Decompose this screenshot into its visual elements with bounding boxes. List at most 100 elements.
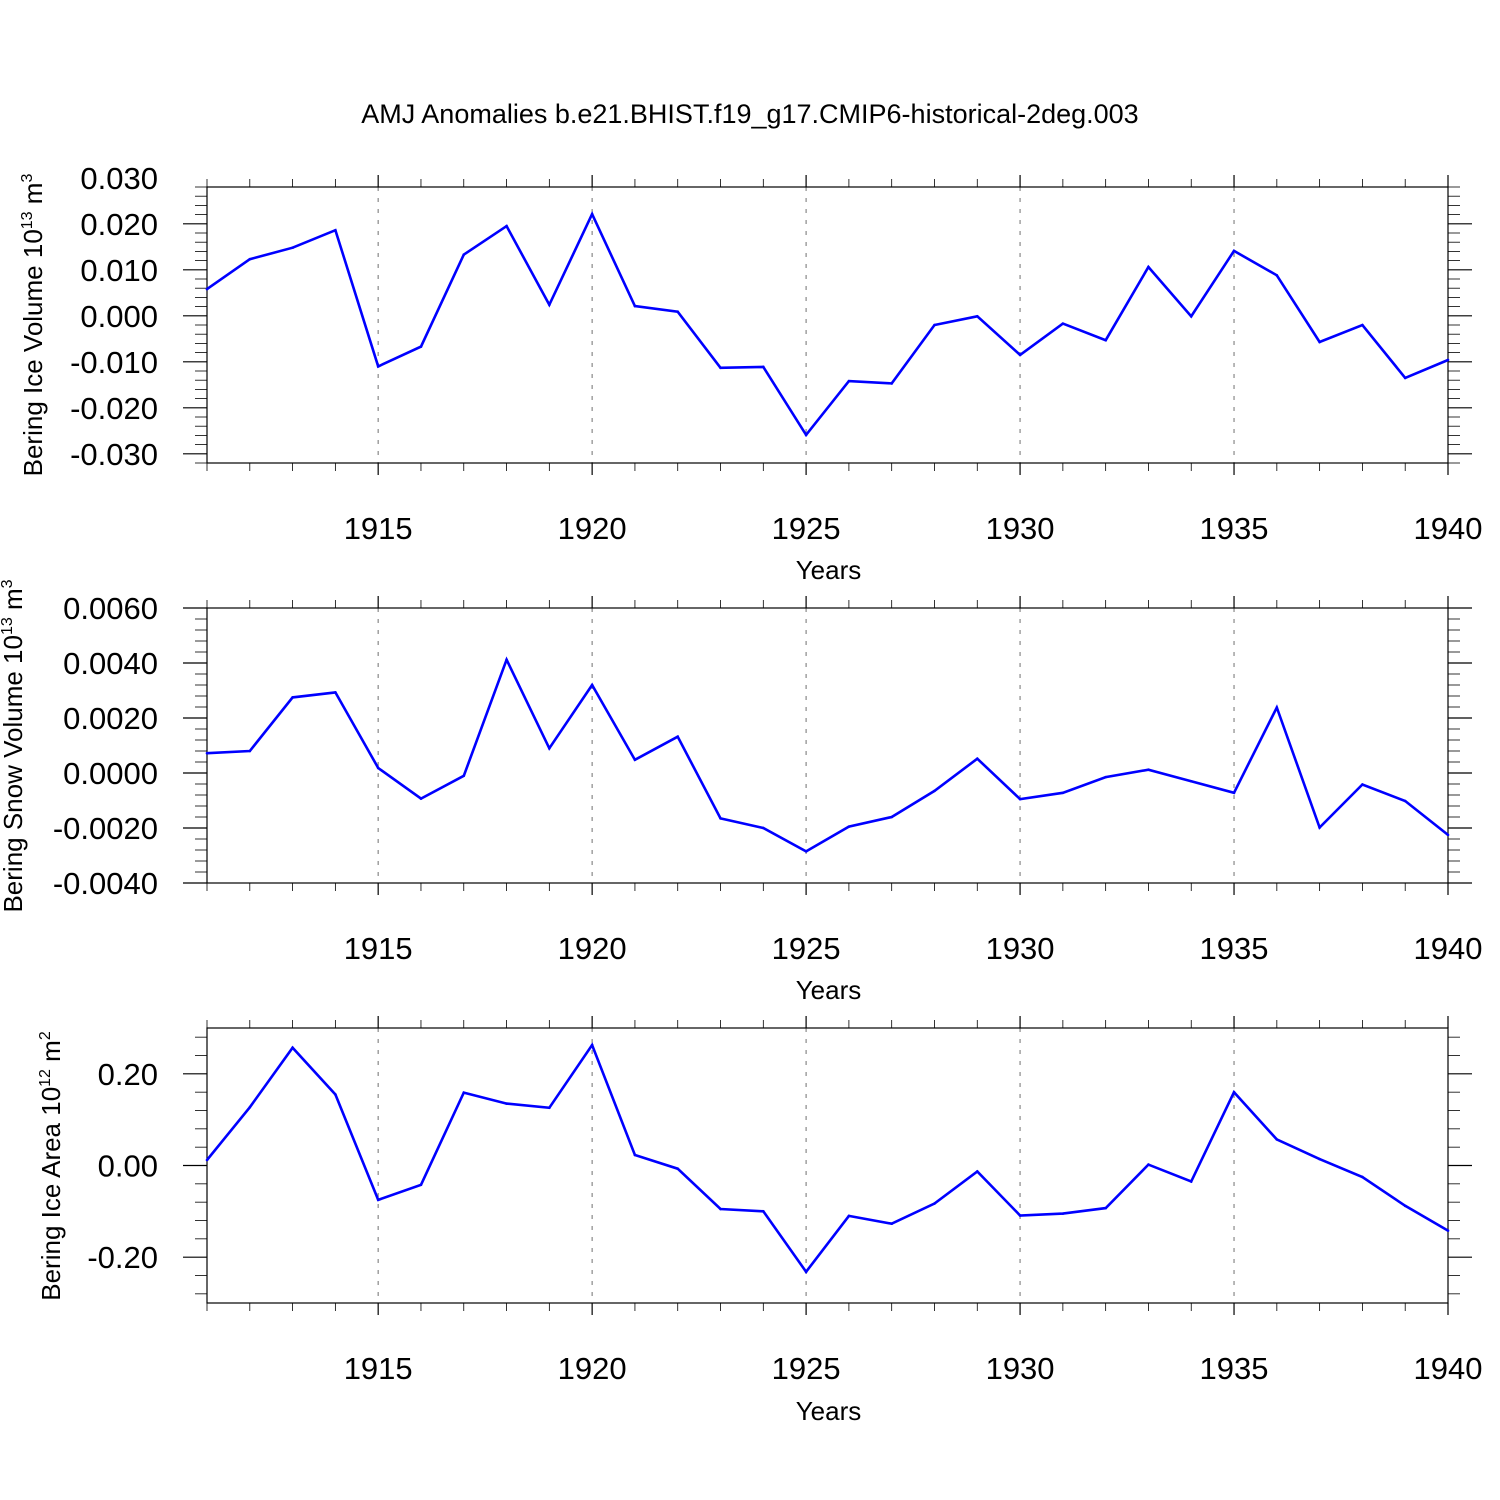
x-tick-label: 1925 — [772, 931, 841, 966]
y-tick-label: -0.20 — [87, 1240, 158, 1275]
data-point — [633, 1153, 637, 1157]
data-point — [1446, 833, 1450, 837]
data-point — [248, 1105, 252, 1109]
data-point — [975, 314, 979, 318]
y-tick-label: 0.20 — [98, 1057, 158, 1092]
data-point — [1061, 322, 1065, 325]
data-point — [1061, 791, 1065, 795]
data-point — [548, 1106, 551, 1110]
data-point — [719, 1207, 722, 1211]
data-point — [1275, 1138, 1279, 1141]
y-tick-label: 0.0020 — [63, 701, 158, 736]
data-point — [419, 797, 423, 800]
data-point — [462, 774, 466, 778]
data-point — [1147, 768, 1150, 771]
data-point — [719, 817, 722, 820]
data-point — [1361, 783, 1364, 786]
y-tick-label: 0.00 — [98, 1149, 158, 1184]
data-point — [762, 1210, 765, 1213]
y-tick-label: 0.030 — [80, 161, 158, 196]
data-point — [1361, 323, 1364, 327]
y-tick-label: -0.020 — [70, 391, 158, 426]
x-tick-label: 1930 — [986, 931, 1055, 966]
data-point — [1147, 265, 1150, 269]
y-axis-label: Bering Ice Area 1012 m2 — [36, 1031, 66, 1301]
data-point — [890, 382, 893, 385]
data-point — [291, 1046, 294, 1050]
data-point — [205, 751, 209, 755]
y-axis-label: Bering Snow Volume 1013 m3 — [0, 579, 28, 912]
data-point — [1403, 1204, 1407, 1208]
data-point — [933, 789, 936, 793]
data-point — [804, 1270, 808, 1274]
data-point — [334, 1093, 337, 1096]
data-point — [1189, 779, 1193, 783]
data-point — [847, 1214, 851, 1218]
x-axis-label: Years — [796, 555, 862, 585]
x-tick-label: 1920 — [558, 1351, 627, 1386]
data-point — [804, 433, 808, 437]
data-point — [676, 1167, 680, 1171]
data-point — [719, 366, 722, 370]
x-tick-label: 1930 — [986, 511, 1055, 546]
data-point — [762, 365, 765, 369]
panel-ice-volume: 0.030 0.020 0.010 0.000 -0.010 -0.020 -0.030 19… — [18, 161, 1482, 585]
data-point — [1446, 1229, 1450, 1232]
data-point — [1061, 1212, 1065, 1215]
x-tick-label: 1915 — [344, 511, 413, 546]
data-point — [376, 365, 380, 368]
x-tick-label: 1940 — [1414, 931, 1483, 966]
data-point — [205, 287, 209, 291]
x-tick-label: 1940 — [1414, 511, 1483, 546]
data-point — [505, 1102, 508, 1105]
data-point — [548, 303, 551, 307]
x-tick-label: 1940 — [1414, 1351, 1483, 1386]
data-point — [1232, 249, 1236, 253]
series-line — [205, 1042, 1449, 1274]
x-axis-label: Years — [796, 975, 862, 1005]
data-point — [248, 749, 252, 753]
x-tick-label: 1920 — [558, 511, 627, 546]
data-point — [462, 1091, 466, 1094]
panel-ice-area: 0.20 0.00 -0.20 1915 1920 1925 1930 1935 1940 Yea… — [36, 1016, 1482, 1426]
data-point — [590, 683, 594, 687]
x-tick-label: 1925 — [772, 511, 841, 546]
data-point — [1403, 376, 1407, 380]
data-point — [847, 825, 851, 828]
data-point — [334, 691, 337, 694]
data-point — [376, 1198, 380, 1202]
data-point — [975, 1170, 979, 1173]
x-tick-label: 1915 — [344, 931, 413, 966]
data-point — [291, 696, 294, 699]
data-point — [1275, 274, 1279, 277]
y-tick-label: -0.0020 — [53, 811, 158, 846]
data-point — [1403, 799, 1407, 803]
data-point — [248, 257, 252, 261]
x-axis-label: Years — [796, 1396, 862, 1426]
y-tick-label: -0.0040 — [53, 866, 158, 901]
data-point — [419, 1183, 423, 1187]
data-point — [933, 323, 936, 327]
data-point — [1275, 706, 1279, 709]
x-tick-label: 1930 — [986, 1351, 1055, 1386]
y-tick-label: 0.0040 — [63, 646, 158, 681]
y-tick-label: 0.0060 — [63, 591, 158, 626]
data-point — [419, 345, 423, 348]
data-point — [334, 228, 337, 232]
x-tick-label: 1935 — [1200, 931, 1269, 966]
data-point — [847, 379, 851, 383]
data-point — [590, 1043, 594, 1047]
data-point — [548, 746, 551, 750]
y-tick-label: 0.000 — [80, 299, 158, 334]
y-tick-label: -0.010 — [70, 345, 158, 380]
x-tick-label: 1915 — [344, 1351, 413, 1386]
data-point — [1104, 1206, 1107, 1210]
data-point — [1232, 791, 1236, 795]
data-point — [633, 758, 637, 762]
data-point — [1018, 1214, 1022, 1217]
y-axis-label: Bering Ice Volume 1013 m3 — [18, 174, 48, 477]
data-point — [1018, 353, 1022, 357]
data-point — [1189, 314, 1193, 318]
data-point — [1147, 1163, 1150, 1166]
data-point — [1318, 826, 1321, 829]
